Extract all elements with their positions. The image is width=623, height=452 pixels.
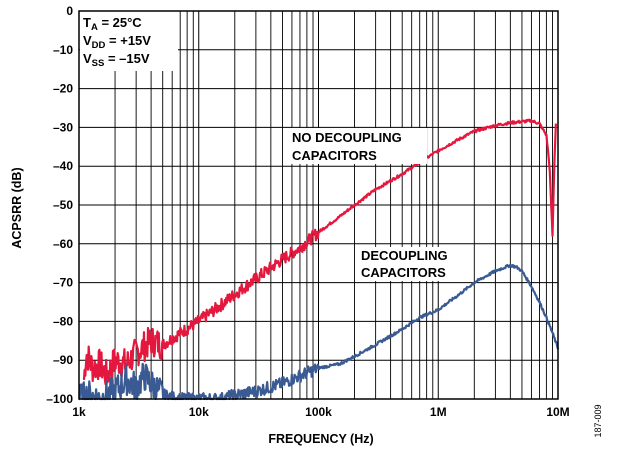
x-axis-title: FREQUENCY (Hz) (268, 432, 373, 446)
y-tick-label: 0 (66, 4, 73, 18)
y-tick-label: –40 (53, 159, 73, 173)
x-tick-label: 10k (189, 405, 209, 419)
x-tick-label: 100k (305, 405, 332, 419)
annotation-no-decoupling: NO DECOUPLING CAPACITORS (289, 128, 427, 164)
y-axis-title: ACPSRR (dB) (10, 167, 24, 248)
y-tick-label: –60 (53, 237, 73, 251)
y-tick-label: –80 (53, 314, 73, 328)
svg-text:CAPACITORS: CAPACITORS (292, 148, 377, 163)
series-line-0 (82, 118, 557, 386)
y-tick-label: –50 (53, 198, 73, 212)
condition-ta: TA = 25°C (83, 15, 142, 33)
series-line-1 (78, 263, 560, 401)
condition-vdd: VDD = +15V (83, 33, 151, 51)
conditions-box: TA = 25°C VDD = +15V VSS = –15V (80, 11, 178, 71)
y-tick-label: –70 (53, 276, 73, 290)
svg-text:DECOUPLING: DECOUPLING (361, 248, 448, 263)
y-tick-label: –100 (46, 392, 73, 406)
series-layer (78, 118, 560, 401)
svg-text:NO DECOUPLING: NO DECOUPLING (292, 130, 402, 145)
x-tick-label: 1M (430, 405, 447, 419)
x-tick-label: 10M (546, 405, 569, 419)
condition-vss: VSS = –15V (83, 51, 150, 69)
plot-frame (78, 10, 559, 400)
svg-text:CAPACITORS: CAPACITORS (361, 265, 446, 280)
annotation-decoupling: DECOUPLING CAPACITORS (359, 247, 471, 281)
y-tick-label: –30 (53, 120, 73, 134)
y-tick-label: –10 (53, 43, 73, 57)
y-tick-label: –90 (53, 353, 73, 367)
x-tick-label: 1k (72, 405, 86, 419)
y-tick-label: –20 (53, 82, 73, 96)
figure-id: 187-009 (593, 404, 603, 437)
